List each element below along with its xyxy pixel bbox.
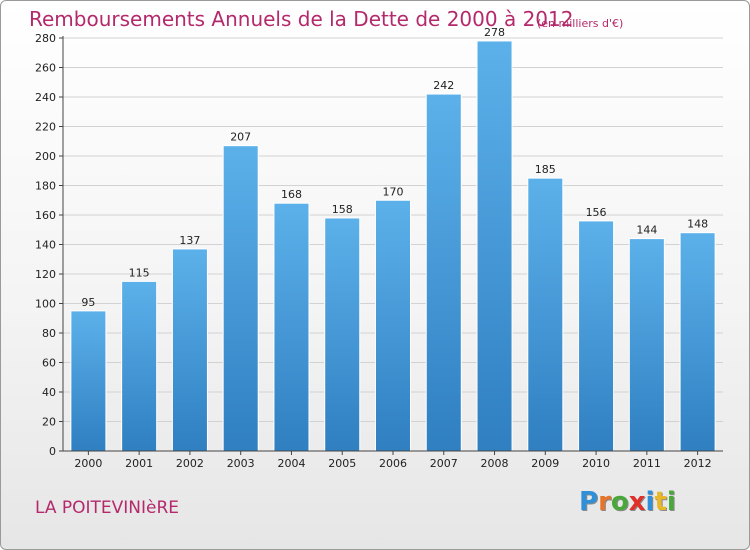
data-label-2007: 242 <box>433 79 454 92</box>
y-tick-label: 100 <box>35 298 56 311</box>
commune-name: LA POITEVINIèRE <box>35 498 180 518</box>
bar-2000 <box>70 310 107 452</box>
logo-letter: o <box>610 487 629 517</box>
x-tick-label-2004: 2004 <box>277 457 305 470</box>
bar-2002 <box>171 248 208 452</box>
data-label-2000: 95 <box>81 296 95 309</box>
x-tick-label-2008: 2008 <box>481 457 509 470</box>
y-tick-label: 0 <box>49 445 56 458</box>
logo-letter: t <box>654 487 667 517</box>
logo-letter: r <box>598 487 611 517</box>
x-tick-label-2002: 2002 <box>176 457 204 470</box>
x-tick-label-2011: 2011 <box>633 457 661 470</box>
x-tick-label-2001: 2001 <box>125 457 153 470</box>
proxiti-logo: Proxiti <box>579 487 676 517</box>
data-label-2012: 148 <box>687 218 708 231</box>
x-tick-label-2000: 2000 <box>74 457 102 470</box>
logo-letter: x <box>628 487 646 517</box>
x-tick-label-2012: 2012 <box>684 457 712 470</box>
logo-letter: P <box>579 487 599 517</box>
chart-title: Remboursements Annuels de la Dette de 20… <box>29 7 574 31</box>
bar-2001 <box>121 280 158 452</box>
bar-2008 <box>476 40 513 452</box>
bar-2012 <box>679 232 716 452</box>
data-label-2010: 156 <box>586 206 607 219</box>
x-tick-label-2005: 2005 <box>328 457 356 470</box>
labels: 0 20 40 60 80 100 120 140 160 180 200 220 240 260 280 9… <box>35 26 712 470</box>
y-tick-label: 260 <box>35 62 56 75</box>
data-label-2001: 115 <box>129 266 150 279</box>
bar-2006 <box>374 199 412 452</box>
y-tick-label: 60 <box>42 357 56 370</box>
data-label-2011: 144 <box>636 224 657 237</box>
bar-chart: 0 20 40 60 80 100 120 140 160 180 200 220 240 260 280 9… <box>35 26 723 470</box>
x-tick-label-2003: 2003 <box>227 457 255 470</box>
logo-letter: i <box>645 487 655 517</box>
y-tick-label: 180 <box>35 180 56 193</box>
data-label-2002: 137 <box>179 234 200 247</box>
data-label-2005: 158 <box>332 203 353 216</box>
data-label-2004: 168 <box>281 188 302 201</box>
y-tick-label: 80 <box>42 327 56 340</box>
bar-2007 <box>425 93 462 452</box>
logo-letter: i <box>666 487 676 517</box>
data-label-2006: 170 <box>383 185 404 198</box>
bars <box>70 40 716 452</box>
y-tick-label: 20 <box>42 416 56 429</box>
y-tick-label: 200 <box>35 150 56 163</box>
data-label-2009: 185 <box>535 163 556 176</box>
y-tick-label: 280 <box>35 32 56 45</box>
axes <box>59 36 723 455</box>
x-tick-label-2007: 2007 <box>430 457 458 470</box>
x-tick-label-2010: 2010 <box>582 457 610 470</box>
y-tick-label: 220 <box>35 121 56 134</box>
y-tick-label: 120 <box>35 268 56 281</box>
data-label-2003: 207 <box>230 131 251 144</box>
bar-2004 <box>273 202 310 452</box>
bar-2011 <box>628 238 665 452</box>
data-label-2008: 278 <box>484 26 505 39</box>
x-tick-label-2006: 2006 <box>379 457 407 470</box>
bar-2005 <box>324 217 361 452</box>
y-tick-label: 40 <box>42 386 56 399</box>
x-tick-label-2009: 2009 <box>531 457 559 470</box>
bar-2010 <box>578 220 615 452</box>
chart-subtitle: (en milliers d'€) <box>537 17 624 30</box>
y-tick-label: 160 <box>35 209 56 222</box>
y-tick-label: 140 <box>35 239 56 252</box>
bar-2003 <box>222 145 259 452</box>
bar-2009 <box>527 177 564 452</box>
y-tick-label: 240 <box>35 91 56 104</box>
